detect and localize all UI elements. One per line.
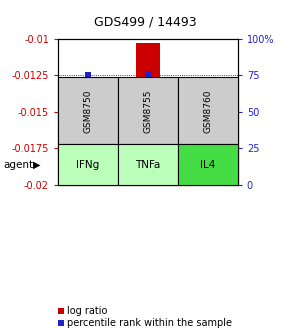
Text: IFNg: IFNg [76, 160, 99, 170]
Text: percentile rank within the sample: percentile rank within the sample [67, 318, 232, 328]
Text: GSM8760: GSM8760 [203, 89, 212, 133]
Bar [136, 43, 160, 185]
Text: GSM8755: GSM8755 [143, 89, 153, 133]
Text: GSM8750: GSM8750 [84, 89, 93, 133]
Text: TNFa: TNFa [135, 160, 161, 170]
Text: log ratio: log ratio [67, 306, 108, 316]
Bar [76, 138, 100, 185]
Text: GDS499 / 14493: GDS499 / 14493 [94, 15, 196, 29]
Text: ▶: ▶ [33, 160, 41, 170]
Text: IL4: IL4 [200, 160, 215, 170]
Text: agent: agent [3, 160, 33, 170]
Bar [196, 175, 220, 185]
